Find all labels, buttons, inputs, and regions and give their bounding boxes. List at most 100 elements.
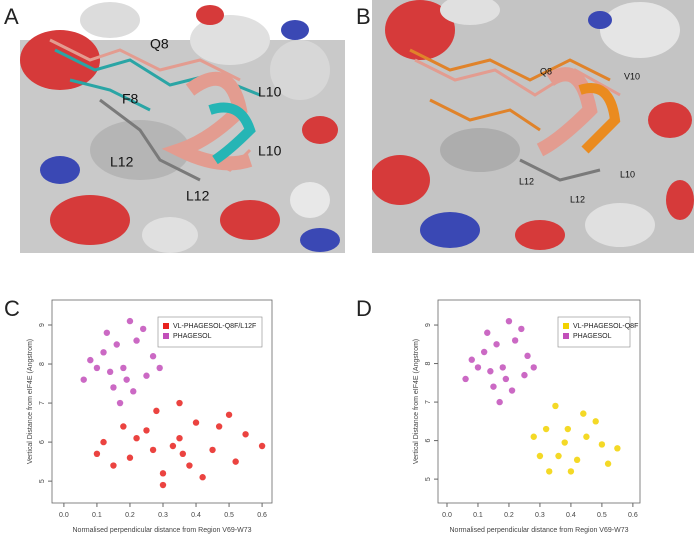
scatter-point xyxy=(567,468,575,475)
scatter-point xyxy=(153,407,160,415)
scatter-point xyxy=(93,364,101,372)
scatter-point xyxy=(555,452,562,460)
scatter-point xyxy=(133,434,140,442)
y-tick-label: 8 xyxy=(39,362,46,366)
legend-box xyxy=(557,316,631,348)
scatter-point xyxy=(103,329,111,336)
scatter-point xyxy=(552,402,559,410)
scatter-point xyxy=(120,423,127,430)
scatter-point xyxy=(209,446,216,454)
scatter-point xyxy=(133,337,140,344)
scatter-point xyxy=(139,325,147,333)
y-tick-label: 8 xyxy=(425,362,432,366)
scatter-point xyxy=(502,375,510,383)
scatter-point xyxy=(505,317,513,325)
scatter-point xyxy=(130,388,137,395)
x-tick-label: 0.6 xyxy=(257,512,267,519)
scatter-point xyxy=(176,434,183,442)
scatter-point xyxy=(490,383,497,390)
scatter-point xyxy=(192,419,200,426)
panel-letter: B xyxy=(356,4,371,29)
scatter-point xyxy=(573,456,581,464)
x-axis-label: Normalised perpendicular distance from R… xyxy=(450,527,629,534)
scatter-point xyxy=(149,353,157,360)
x-tick-label: 0.4 xyxy=(566,512,576,519)
panel-letter: A xyxy=(4,4,19,29)
scatter-point xyxy=(143,427,150,434)
scatter-point xyxy=(536,452,544,460)
panel-letter: D xyxy=(356,296,372,321)
x-tick-label: 0.3 xyxy=(158,512,168,519)
scatter-point xyxy=(120,364,127,372)
scatter-point xyxy=(159,470,167,477)
scatter-point xyxy=(242,431,249,438)
scatter-point xyxy=(518,325,525,333)
x-tick-label: 0.5 xyxy=(224,512,234,519)
residue-label: L10 xyxy=(258,84,282,100)
legend-swatch xyxy=(563,333,569,339)
x-tick-label: 0.5 xyxy=(597,512,607,519)
scatter-point xyxy=(614,445,621,452)
x-tick-label: 0.2 xyxy=(125,512,135,519)
x-tick-label: 0.6 xyxy=(628,512,638,519)
residue-label: V10 xyxy=(624,71,640,81)
residue-label: L12 xyxy=(186,188,210,204)
scatter-point xyxy=(564,425,572,433)
y-axis-label: Vertical Distance from eIF4E (Angstrom) xyxy=(27,339,34,464)
scatter-point xyxy=(561,439,568,446)
y-tick-label: 9 xyxy=(39,323,46,327)
scatter-point xyxy=(169,442,177,450)
residue-label: L10 xyxy=(258,143,282,159)
residue-label: L10 xyxy=(620,169,635,179)
scatter-point xyxy=(480,348,488,356)
plot-frame xyxy=(51,299,273,504)
scatter-point xyxy=(126,454,134,461)
scatter-point xyxy=(542,425,550,433)
scatter-point xyxy=(123,376,130,383)
scatter-point xyxy=(580,410,587,417)
scatter-point xyxy=(225,411,233,418)
scatter-point xyxy=(87,356,94,364)
scatter-point xyxy=(598,441,606,448)
legend-label: VL-PHAGESOL-Q8F xyxy=(573,323,638,330)
x-tick-label: 0.0 xyxy=(442,512,452,519)
y-axis-label: Vertical Distance from eIF4E (Angstrom) xyxy=(413,339,420,464)
y-tick-label: 5 xyxy=(425,477,432,481)
scatter-point xyxy=(496,398,503,406)
scatter-point xyxy=(116,399,124,407)
residue-label: L12 xyxy=(519,176,534,186)
scatter-point xyxy=(521,371,528,379)
scatter-point xyxy=(100,349,107,356)
x-tick-label: 0.1 xyxy=(473,512,483,519)
y-tick-label: 7 xyxy=(425,400,432,404)
scatter-point xyxy=(106,368,114,376)
residue-label: F8 xyxy=(122,91,139,107)
scatter-point xyxy=(530,364,537,371)
scatter-point xyxy=(493,341,500,348)
scatter-point xyxy=(592,418,599,425)
scatter-point xyxy=(156,364,163,372)
legend-swatch xyxy=(163,333,169,339)
scatter-point xyxy=(499,364,506,371)
scatter-point xyxy=(546,468,553,475)
y-tick-label: 5 xyxy=(39,479,46,483)
scatter-point xyxy=(199,474,206,481)
x-tick-label: 0.4 xyxy=(191,512,201,519)
residue-label: Q8 xyxy=(150,36,169,52)
scatter-point xyxy=(126,317,134,325)
legend-label: PHAGESOL xyxy=(573,333,612,340)
legend-label: PHAGESOL xyxy=(173,333,212,340)
y-tick-label: 9 xyxy=(425,323,432,327)
scatter-point xyxy=(462,375,469,383)
x-tick-label: 0.1 xyxy=(92,512,102,519)
scatter-point xyxy=(530,433,537,440)
legend-box xyxy=(157,316,263,348)
scatter-point xyxy=(215,423,223,430)
residue-label: L12 xyxy=(570,194,585,204)
scatter-point xyxy=(508,387,516,394)
scatter-point xyxy=(149,446,157,454)
x-tick-label: 0.0 xyxy=(59,512,69,519)
scatter-point xyxy=(604,460,612,467)
residue-label: L12 xyxy=(110,154,134,170)
